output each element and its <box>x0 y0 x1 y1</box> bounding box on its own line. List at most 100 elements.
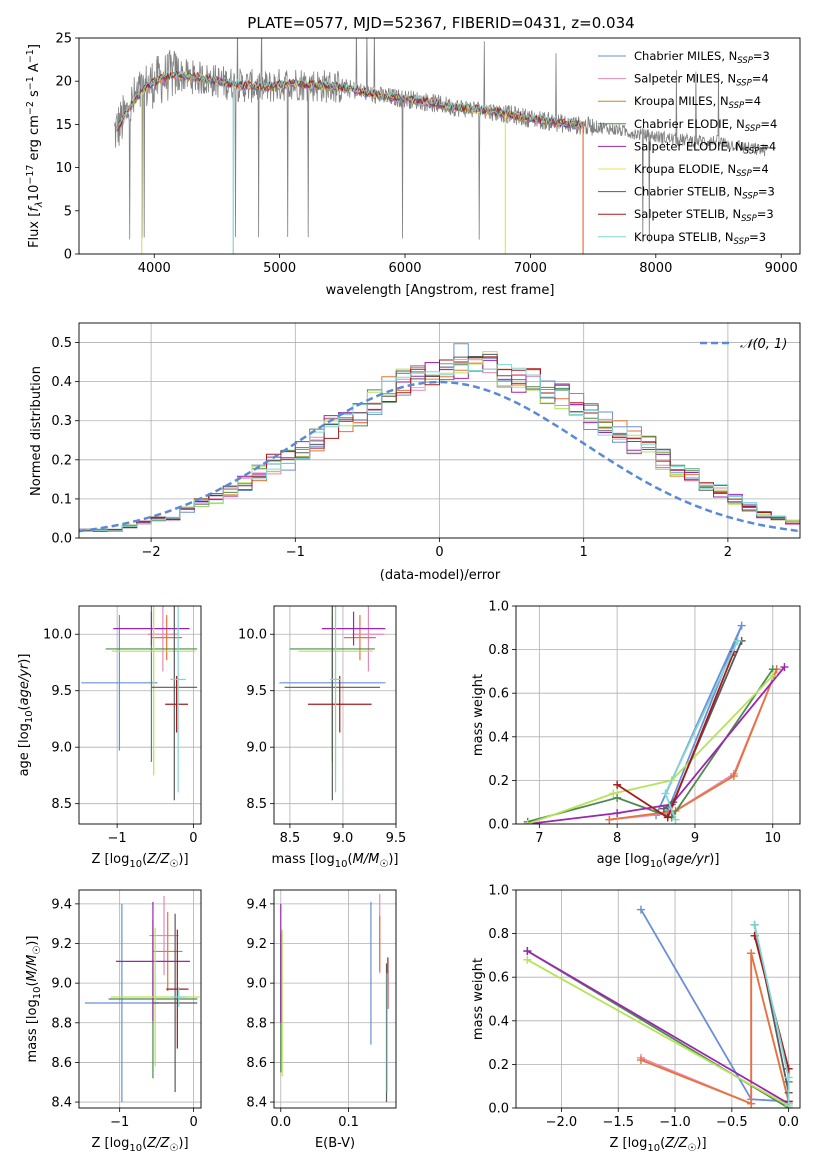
x-axis-label: Z [log10(Z/Z☉)] <box>91 1136 188 1154</box>
x-tick-label: 4000 <box>138 261 171 276</box>
mass-vs-ebv-panel: 0.0 0.1 8.4 8.6 8.8 9.0 9.2 9.4 E(B-V) <box>246 889 397 1151</box>
plot-area <box>79 890 201 1108</box>
y-tick-label: 0.5 <box>51 336 72 351</box>
y-axis-label: Flux [fλ10−17 erg cm−2 s−1 A−1] <box>25 44 45 248</box>
y-tick-label: 0.2 <box>51 453 72 468</box>
marker-kroupa-miles <box>636 1056 645 1065</box>
x-tick-label: 1 <box>580 545 588 560</box>
x-tick-label: −1 <box>110 1115 129 1130</box>
histogram-salpeter-elodie <box>79 359 800 532</box>
mass-weight-vs-age-panel: 7 8 9 10 0.0 0.2 0.4 0.6 0.8 1.0 age [log10(age/yr… <box>471 600 801 870</box>
legend-label-normal: 𝒩(0, 1) <box>740 337 787 352</box>
y-tick-label: 0.2 <box>488 774 509 789</box>
marker-chabrier-miles <box>737 621 746 630</box>
x-tick-label: −1 <box>108 831 127 846</box>
x-tick-label: 0 <box>189 1115 197 1130</box>
x-tick-label: −2 <box>142 545 161 560</box>
legend-label-chabrier-miles: Chabrier MILES, NSSP=3 <box>634 49 770 66</box>
plot-area <box>113 38 770 254</box>
y-tick-label: 0.1 <box>51 492 72 507</box>
legend-label-salpeter-stelib: Salpeter STELIB, NSSP=3 <box>634 207 774 224</box>
y-tick-label: 8.5 <box>246 797 267 812</box>
spectrum-legend: Chabrier MILES, NSSP=3 Salpeter MILES, NS… <box>598 49 777 247</box>
y-tick-label: 0.4 <box>488 1014 509 1029</box>
y-tick-label: 9.4 <box>51 897 72 912</box>
marker-kroupa-elodie <box>523 955 532 964</box>
marker-kroupa-stelib <box>784 1099 793 1108</box>
y-tick-label: 8.8 <box>246 1016 267 1031</box>
y-axis-label: Normed distribution <box>29 366 44 496</box>
x-tick-label: 5000 <box>263 261 296 276</box>
x-tick-label: 7000 <box>514 261 547 276</box>
axes-frame <box>515 889 801 1109</box>
x-tick-label: 0.0 <box>778 1115 799 1130</box>
line-kroupa-stelib <box>753 924 790 1104</box>
line-salpeter-stelib <box>753 935 790 1102</box>
marker-kroupa-stelib <box>733 636 742 645</box>
legend-label-kroupa-elodie: Kroupa ELODIE, NSSP=4 <box>634 162 769 179</box>
y-tick-label: 8.4 <box>246 1096 267 1111</box>
line-chabrier-elodie <box>527 668 774 823</box>
y-tick-label: 8.8 <box>51 1016 72 1031</box>
marker-kroupa-miles <box>747 949 756 958</box>
line-salpeter-elodie <box>526 950 790 1105</box>
x-axis-label: Z [log10(Z/Z☉)] <box>91 852 188 870</box>
histogram-chabrier-elodie <box>79 356 800 532</box>
legend-label-kroupa-miles: Kroupa MILES, NSSP=4 <box>634 94 761 111</box>
y-tick-label: 9.2 <box>246 937 267 952</box>
axes-frame <box>273 889 397 1109</box>
x-tick-label: 8.5 <box>280 831 301 846</box>
mass-weight-vs-metallicity-panel: −2.0 −1.5 −1.0 −0.5 0.0 0.0 0.2 0.4 0.6 0.8 1.0 Z [… <box>471 884 801 1154</box>
model-spectrum-chabrier-elodie <box>116 71 584 130</box>
y-tick-label: 0.0 <box>488 818 509 833</box>
histogram-kroupa-stelib <box>79 359 800 532</box>
y-tick-label: 1.0 <box>488 600 509 615</box>
line-salpeter-elodie <box>527 666 786 824</box>
marker-chabrier-stelib <box>659 804 668 813</box>
x-tick-label: 2 <box>724 545 732 560</box>
y-tick-label: 9.0 <box>51 977 72 992</box>
y-tick-label: 0.4 <box>488 730 509 745</box>
x-tick-label: 10 <box>764 831 781 846</box>
y-axis-label: mass weight <box>471 674 486 756</box>
y-tick-label: 10.0 <box>238 628 267 643</box>
y-tick-label: 0 <box>64 248 72 263</box>
marker-chabrier-elodie <box>613 793 622 802</box>
y-tick-label: 0.4 <box>51 375 72 390</box>
x-tick-label: 9.0 <box>333 831 354 846</box>
line-kroupa-elodie <box>527 675 774 824</box>
marker-kroupa-stelib <box>750 920 759 929</box>
marker-kroupa-elodie <box>768 671 777 680</box>
y-tick-label: 0.3 <box>51 414 72 429</box>
figure-title: PLATE=0577, MJD=52367, FIBERID=0431, z=0… <box>247 14 634 32</box>
y-tick-label: 10.0 <box>43 628 72 643</box>
marker-kroupa-stelib <box>661 789 670 798</box>
y-axis-label: mass weight <box>471 958 486 1040</box>
model-spectrum-salpeter-miles <box>116 71 584 131</box>
model-spectrum-chabrier-stelib <box>116 70 584 131</box>
y-tick-label: 8.4 <box>51 1096 72 1111</box>
y-tick-label: 9.4 <box>246 897 267 912</box>
legend-label-salpeter-elodie: Salpeter ELODIE, NSSP=4 <box>634 139 776 156</box>
x-axis-label: E(B-V) <box>315 1136 355 1151</box>
line-kroupa-elodie <box>526 959 790 1107</box>
y-tick-label: 0.8 <box>488 643 509 658</box>
y-tick-label: 9.0 <box>246 977 267 992</box>
marker-kroupa-elodie <box>523 820 532 824</box>
y-tick-label: 0.8 <box>488 927 509 942</box>
x-axis-label: (data-model)/error <box>380 568 501 583</box>
y-axis-label: mass [log10(M/M☉)] <box>25 936 43 1063</box>
x-tick-label: 7 <box>535 831 543 846</box>
marker-kroupa-elodie <box>609 789 618 798</box>
y-axis-label: age [log10(age/yr)] <box>17 654 35 777</box>
x-tick-label: −1.0 <box>659 1115 691 1130</box>
plot-area <box>274 606 396 824</box>
y-tick-label: 8.5 <box>51 797 72 812</box>
spectrum-panel: 4000 5000 6000 7000 8000 9000 0 5 10 15 20 25 wavele… <box>25 32 801 298</box>
y-tick-label: 9.0 <box>51 741 72 756</box>
y-tick-label: 10 <box>55 161 72 176</box>
y-tick-label: 9.2 <box>51 937 72 952</box>
normal-distribution-curve <box>79 380 800 533</box>
x-tick-label: 0.0 <box>270 1115 291 1130</box>
plot-area <box>516 890 800 1108</box>
